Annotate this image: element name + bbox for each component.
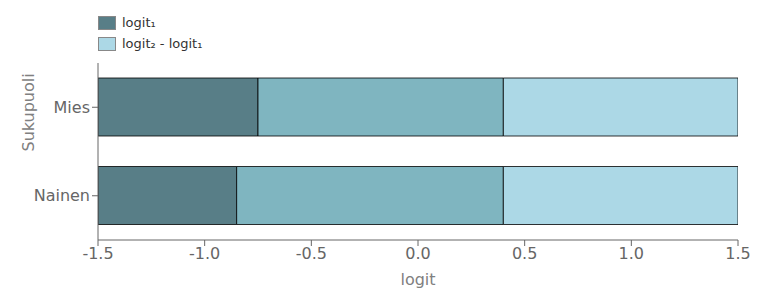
svg-text:Mies: Mies [54, 98, 90, 117]
svg-text:Sukupuoli: Sukupuoli [19, 73, 38, 151]
svg-text:0.5: 0.5 [512, 244, 537, 263]
svg-text:-1.5: -1.5 [82, 244, 113, 263]
svg-text:-1.0: -1.0 [189, 244, 220, 263]
svg-text:1.5: 1.5 [725, 244, 750, 263]
svg-text:logit: logit [400, 270, 435, 289]
svg-text:1.0: 1.0 [619, 244, 644, 263]
svg-text:-0.5: -0.5 [296, 244, 327, 263]
svg-text:0.0: 0.0 [405, 244, 430, 263]
html-text:logit₁: logit₁ [122, 15, 156, 30]
html-text:logit₂ - logit₁: logit₂ - logit₁ [122, 36, 203, 51]
svg-text:Nainen: Nainen [34, 186, 90, 205]
